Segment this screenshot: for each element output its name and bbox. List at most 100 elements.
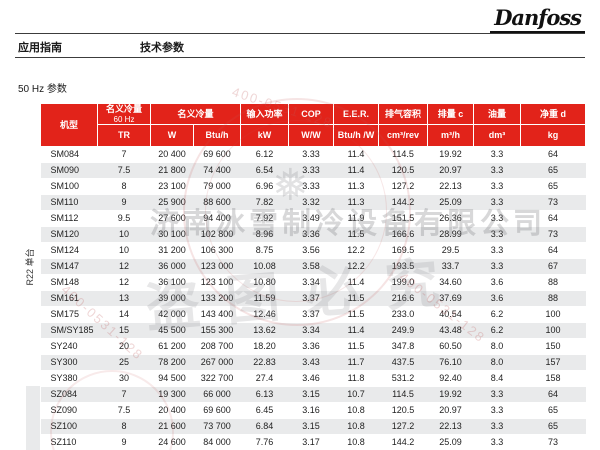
cell-value: 3.6 — [473, 290, 521, 307]
cell-value: 3.3 — [473, 386, 521, 403]
col-header-displacement-volume: 排气容积 — [378, 103, 429, 125]
col-header-eer: E.E.R. — [333, 103, 380, 125]
cell-value: 73 — [520, 226, 586, 243]
cell-value: 102 800 — [193, 226, 241, 243]
table-row: SM100 8 23 100 79 000 6.96 3.33 11.3 127.2 22.13… — [40, 178, 586, 195]
cell-value: 3.34 — [288, 274, 334, 291]
cell-value: 3.3 — [473, 194, 521, 211]
cell-value: 7.92 — [240, 210, 289, 227]
cell-value: 10.7 — [333, 386, 379, 403]
cell-value: 10.8 — [333, 402, 379, 419]
cell-value: 11.5 — [333, 226, 379, 243]
table-row: SZ084 7 19 300 66 000 6.13 3.15 10.7 114.5 19.92… — [40, 386, 586, 403]
table-row: SZ110 9 24 600 84 000 7.76 3.17 10.8 144.2 25.09… — [40, 434, 586, 450]
cell-model: SM112 — [40, 210, 98, 227]
unit-tr: TR — [97, 124, 151, 147]
cell-value: 94 500 — [150, 370, 194, 387]
cell-value: 88 600 — [193, 194, 241, 211]
cell-value: 3.58 — [288, 258, 334, 275]
cell-value: 18.20 — [240, 338, 289, 355]
cell-value: 88 — [520, 290, 586, 307]
cell-value: 73 — [520, 434, 586, 450]
cell-value: 20 — [97, 338, 151, 355]
cell-model: SM161 — [40, 290, 98, 307]
cell-value: 8.75 — [240, 242, 289, 259]
cell-value: 199.0 — [378, 274, 428, 291]
cell-value: 7.5 — [97, 162, 151, 179]
cell-value: 158 — [520, 370, 586, 387]
cell-value: 12 — [97, 258, 151, 275]
table-body: SM084 7 20 400 69 600 6.12 3.33 11.4 114.5 19.92… — [40, 146, 586, 450]
section-label-r22: R22 单台 — [25, 248, 35, 286]
cell-model: SM147 — [40, 258, 98, 275]
cell-value: 169.5 — [378, 242, 428, 259]
cell-value: 143 400 — [193, 306, 241, 323]
cell-value: 531.2 — [378, 370, 428, 387]
cell-value: 23 100 — [150, 178, 194, 195]
cell-value: 8.0 — [473, 338, 521, 355]
table-row: SZ090 7.5 20 400 69 600 6.45 3.16 10.8 120.5 20.… — [40, 402, 586, 419]
cell-value: 22.83 — [240, 354, 289, 371]
cell-value: 6.84 — [240, 418, 289, 435]
cell-value: 7.5 — [97, 402, 151, 419]
cell-value: 14 — [97, 306, 151, 323]
cell-value: 19.92 — [427, 146, 474, 163]
cell-value: 10.8 — [333, 418, 379, 435]
cell-value: 120.5 — [378, 162, 428, 179]
cell-value: 144.2 — [378, 194, 428, 211]
cell-value: 3.33 — [288, 146, 334, 163]
cell-value: 10.80 — [240, 274, 289, 291]
cell-value: 127.2 — [378, 178, 428, 195]
table-row: SM120 10 30 100 102 800 8.96 3.36 11.5 166.6 28.… — [40, 226, 586, 243]
cell-value: 20 400 — [150, 402, 194, 419]
table-row: SM/SY185 15 45 500 155 300 13.62 3.34 11.4 249.… — [40, 322, 586, 339]
cell-model: SM120 — [40, 226, 98, 243]
danfoss-logo: Danfoss — [490, 5, 585, 33]
unit-kw: kW — [240, 124, 290, 147]
cell-model: SM124 — [40, 242, 98, 259]
cell-value: 11.4 — [333, 274, 379, 291]
col-header-model: 机型 — [40, 103, 98, 147]
cell-value: 114.5 — [378, 146, 428, 163]
cell-value: 3.3 — [473, 258, 521, 275]
cell-value: 3.3 — [473, 178, 521, 195]
cell-value: 11.3 — [333, 178, 379, 195]
cell-model: SZ084 — [40, 386, 98, 403]
cell-value: 6.13 — [240, 386, 289, 403]
cell-value: 13.62 — [240, 322, 289, 339]
cell-value: 3.37 — [288, 306, 334, 323]
cell-model: SM100 — [40, 178, 98, 195]
cell-value: 64 — [520, 210, 586, 227]
cell-value: 11.9 — [333, 210, 379, 227]
cell-value: 12 — [97, 274, 151, 291]
cell-value: 39 000 — [150, 290, 194, 307]
cell-value: 216.6 — [378, 290, 428, 307]
unit-dm3: dm³ — [473, 124, 522, 147]
cell-value: 73 — [520, 194, 586, 211]
cell-value: 3.34 — [288, 322, 334, 339]
unit-ww: W/W — [288, 124, 335, 147]
cell-value: 79 000 — [193, 178, 241, 195]
col-header-cop: COP — [288, 103, 335, 125]
cell-value: 233.0 — [378, 306, 428, 323]
cell-value: 3.36 — [288, 226, 334, 243]
cell-value: 30 — [97, 370, 151, 387]
header-divider — [15, 57, 585, 58]
col-header-capacity-60hz: 名义冷量 60 Hz — [97, 103, 151, 125]
table-header: 机型 名义冷量 60 Hz 名义冷量 输入功率 COP E.E.R. 排气容积 … — [40, 103, 587, 147]
cell-value: 3.36 — [288, 338, 334, 355]
cell-model: SY300 — [40, 354, 98, 371]
table-row: SM147 12 36 000 123 000 10.08 3.58 12.2 193.5 33… — [40, 258, 586, 275]
cell-value: 27.4 — [240, 370, 289, 387]
table-row: SY380 30 94 500 322 700 27.4 3.46 11.8 531.2 92.… — [40, 370, 586, 387]
cell-value: 114.5 — [378, 386, 428, 403]
table-row: SY300 25 78 200 267 000 22.83 3.43 11.7 437.5 76… — [40, 354, 586, 371]
cell-value: 3.17 — [288, 434, 334, 450]
cell-value: 11.4 — [333, 146, 379, 163]
cell-value: 21 600 — [150, 418, 194, 435]
cell-value: 36 100 — [150, 274, 194, 291]
table-row: SY240 20 61 200 208 700 18.20 3.36 11.5 347.8 60… — [40, 338, 586, 355]
cell-value: 30 100 — [150, 226, 194, 243]
top-divider — [15, 33, 585, 34]
cell-value: 26.36 — [427, 210, 474, 227]
